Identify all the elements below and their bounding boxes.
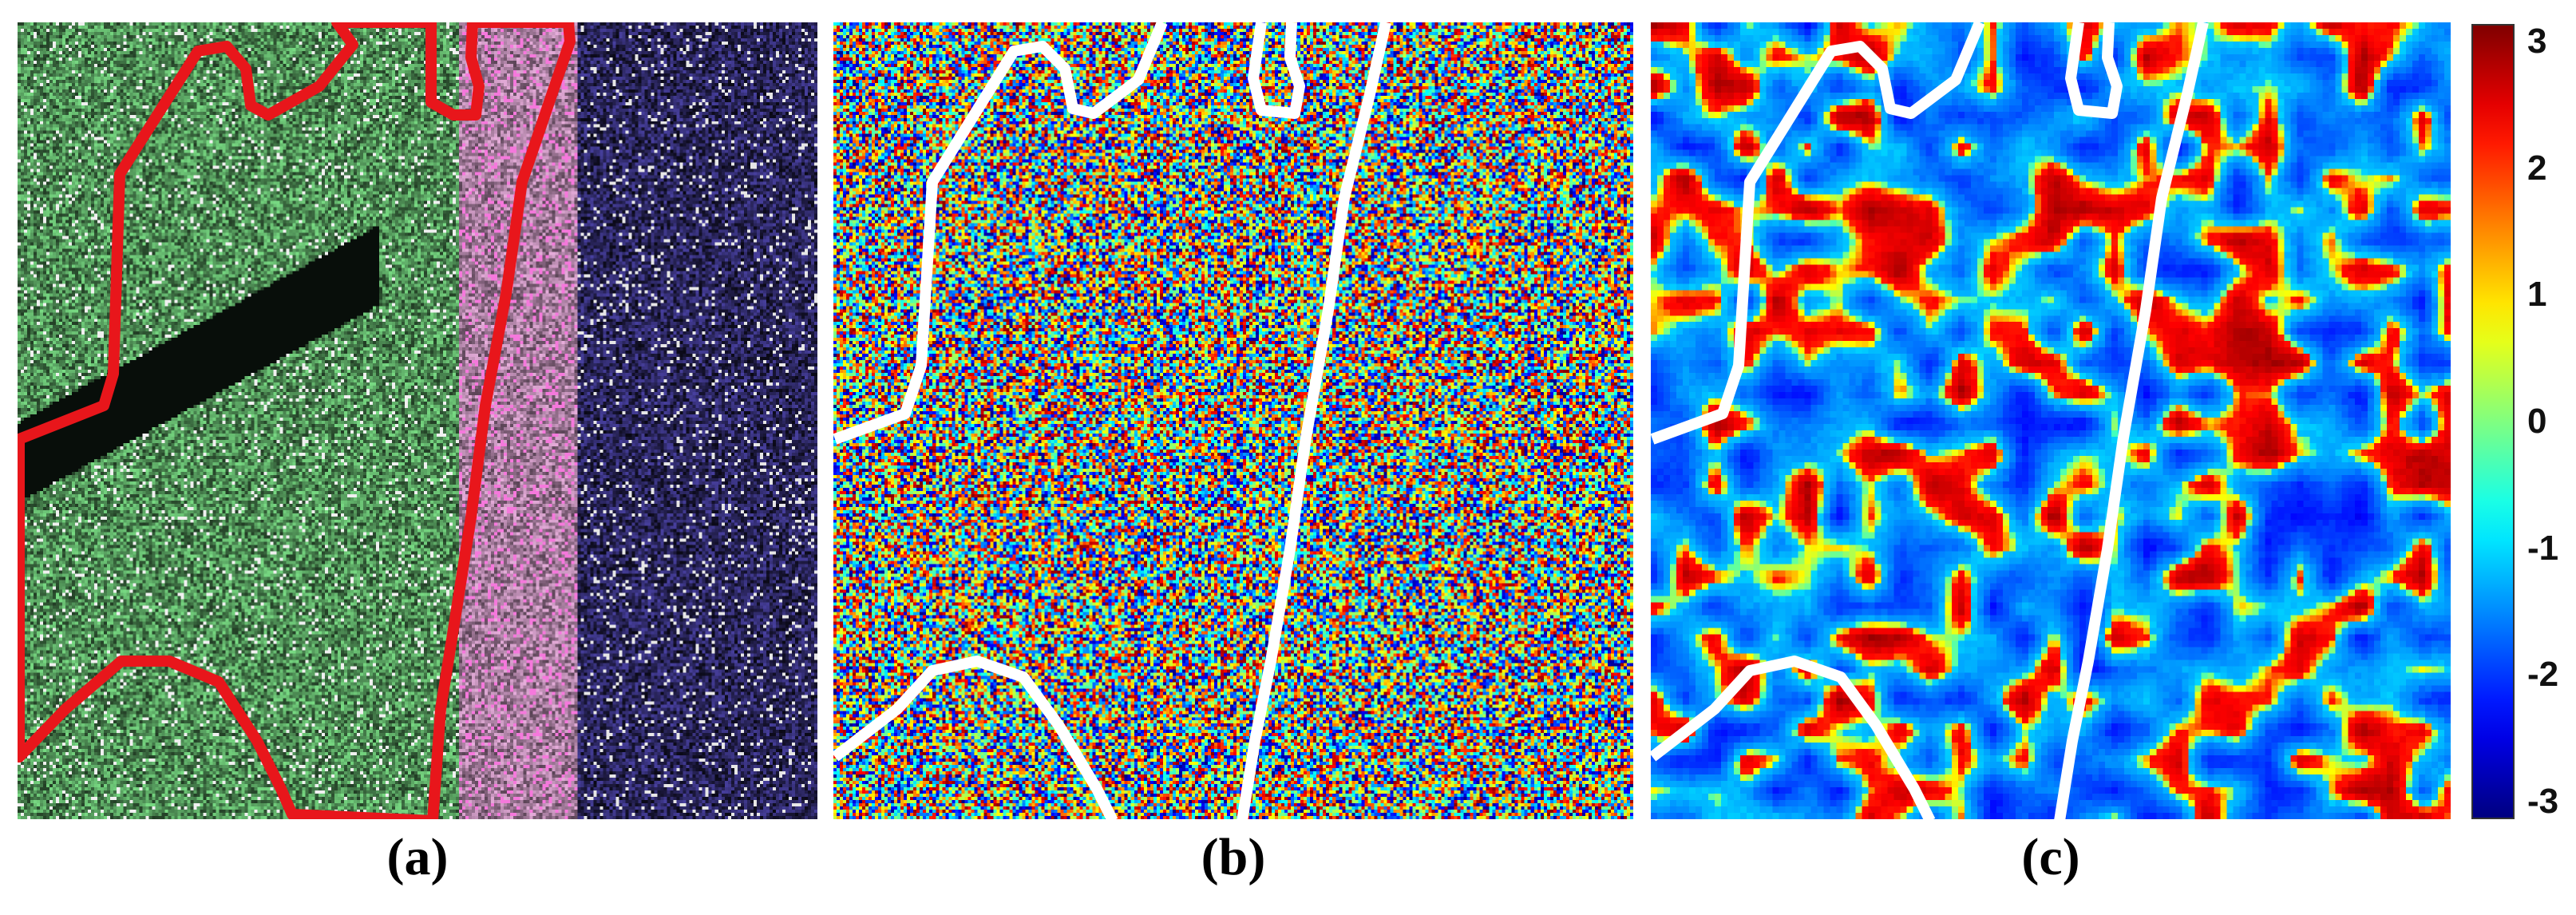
colorbar-tick-label: 1 [2527, 275, 2547, 315]
filtered-phase-canvas [1651, 22, 2451, 819]
sar-image-canvas [18, 22, 817, 819]
region-outline-c [1651, 22, 2209, 819]
panel-a-sar-image [18, 22, 817, 819]
caption-b: (b) [1201, 828, 1266, 886]
colorbar-tick-label: -1 [2527, 528, 2559, 568]
region-outline-a [18, 22, 576, 819]
panel-c-filtered-phase [1651, 22, 2451, 819]
colorbar-tick-label: -2 [2527, 655, 2559, 695]
caption-c: (c) [2021, 828, 2080, 886]
caption-a: (a) [386, 828, 449, 886]
region-outline-b [833, 22, 1391, 819]
panel-b-noise-phase [833, 22, 1633, 819]
colorbar [2471, 24, 2515, 819]
colorbar-tick-label: 3 [2527, 22, 2547, 61]
colorbar-tick-label: 2 [2527, 148, 2547, 188]
colorbar-tick-label: -3 [2527, 781, 2559, 821]
noise-phase-canvas [833, 22, 1633, 819]
colorbar-tick-label: 0 [2527, 402, 2547, 441]
